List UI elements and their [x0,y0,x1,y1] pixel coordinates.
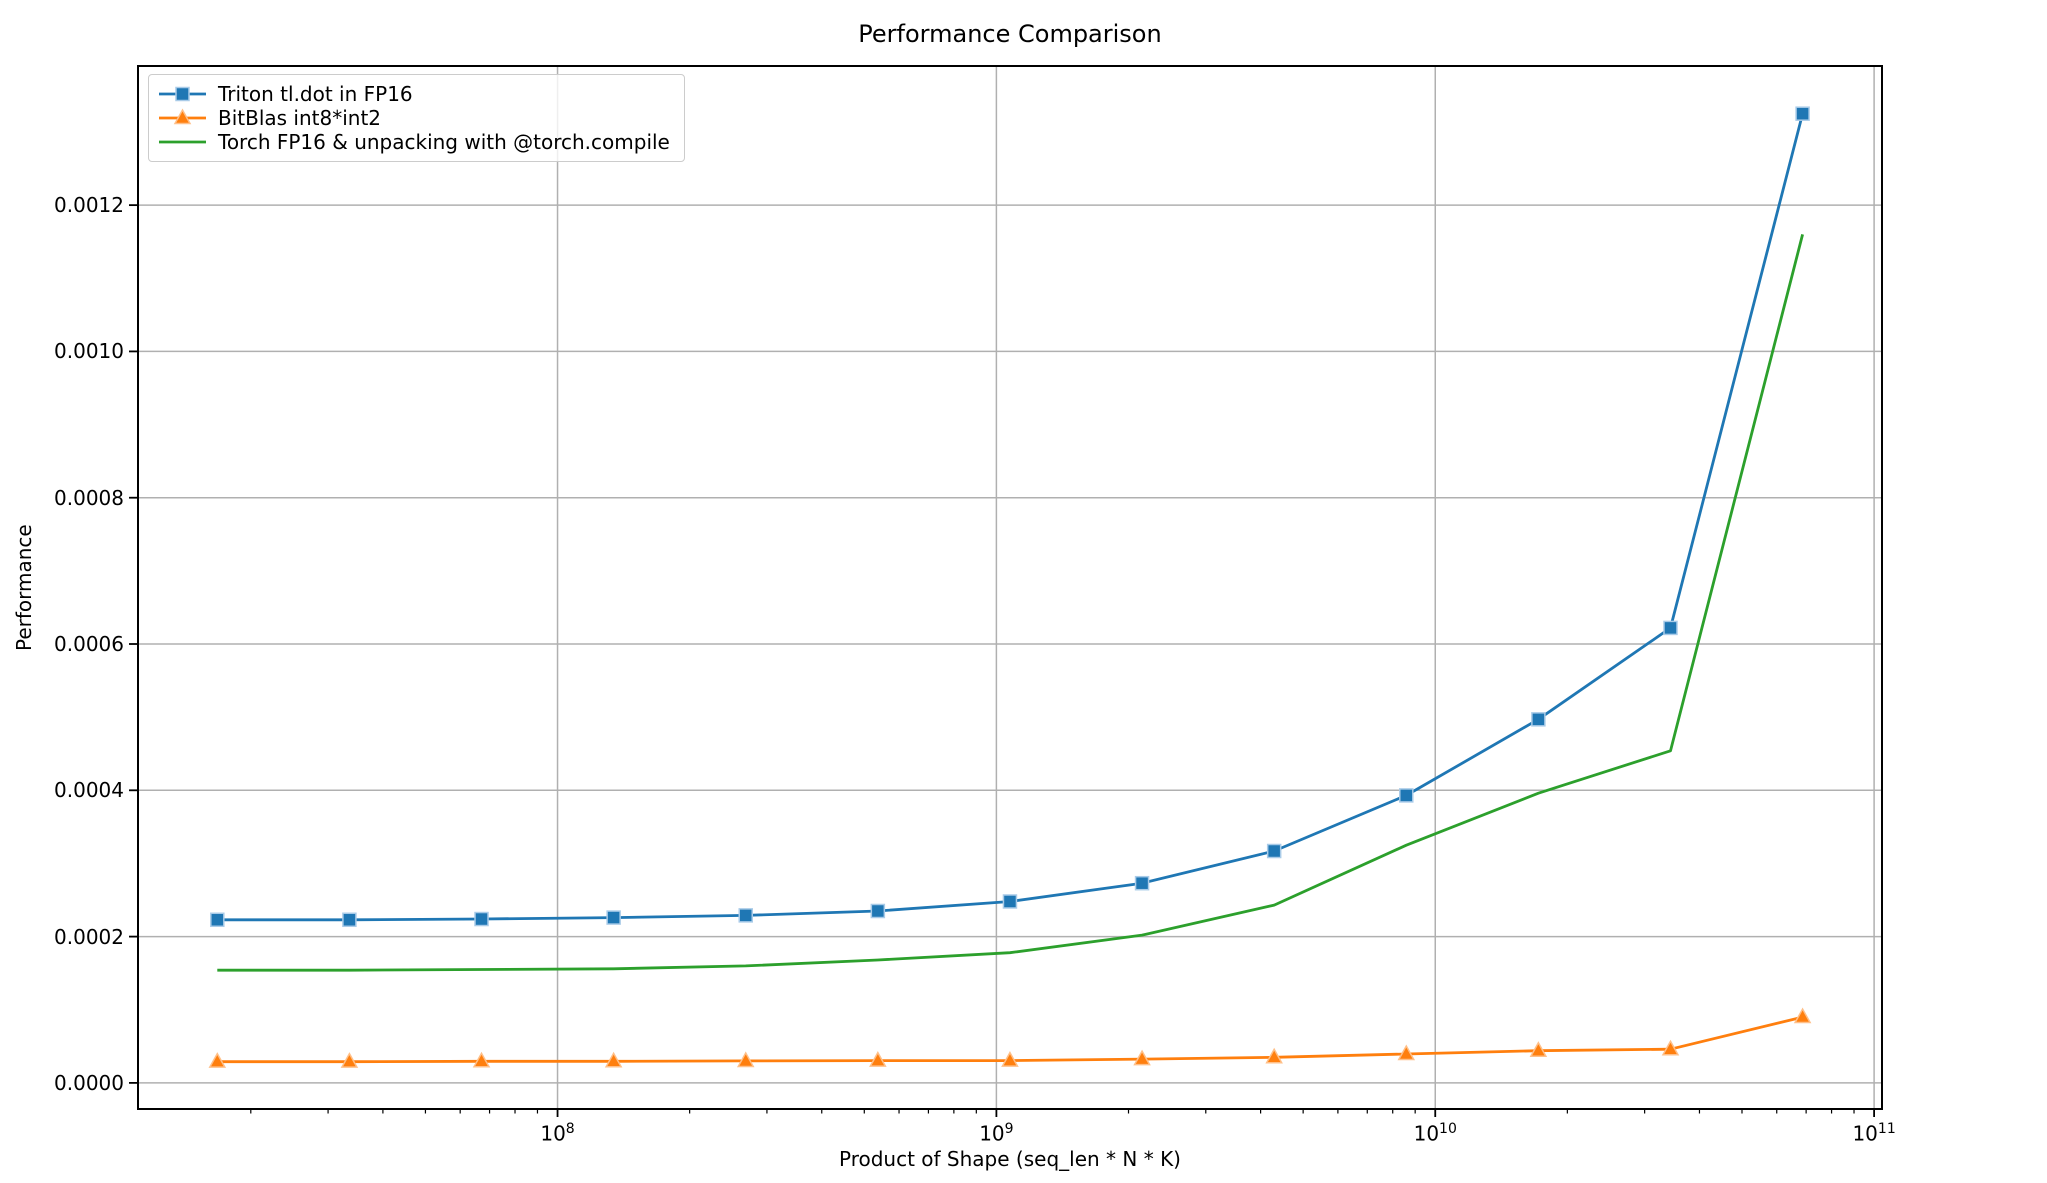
data-point-marker [340,1052,359,1068]
series-1 [208,1007,1812,1068]
data-point-marker [1266,843,1282,859]
data-point-marker [474,911,489,927]
legend-item: BitBlas int8*int2 [159,106,670,130]
series-line [217,234,1804,972]
data-point-marker [1002,894,1018,909]
x-tick-label: 1010 [1413,1121,1457,1146]
series-2 [217,234,1804,972]
x-tick-label: 1011 [1852,1121,1896,1146]
data-point-marker [738,908,753,923]
data-point-marker [1793,1007,1812,1024]
axes-spines [137,65,1883,1110]
legend-item: Triton tl.dot in FP16 [159,82,670,106]
data-point-marker [1001,1051,1019,1067]
x-tick-label: 108 [540,1121,575,1146]
data-point-marker [342,912,357,928]
data-point-marker [1399,788,1414,803]
legend-item-label: BitBlas int8*int2 [218,106,382,130]
y-tick-label: 0.0012 [54,193,124,218]
data-point-marker [604,1051,623,1068]
data-point-marker [1134,875,1150,891]
data-point-marker [606,910,621,925]
x-tick-label: 109 [979,1121,1014,1146]
data-point-marker [1661,1039,1680,1056]
legend-sample-square-icon [159,86,206,102]
legend-sample-line-icon [159,140,206,144]
y-tick-label: 0.0008 [54,485,124,510]
y-tick-label: 0.0006 [54,632,124,656]
data-point-marker [869,1051,887,1067]
data-point-marker [736,1051,755,1068]
legend: Triton tl.dot in FP16 BitBlas int8*int2 To… [148,74,685,162]
data-point-marker [1663,620,1678,636]
data-point-marker [1133,1049,1151,1066]
y-axis-label: Performance [12,524,36,651]
chart-title: Performance Comparison [858,20,1162,48]
y-tick-label: 0.0004 [54,778,124,803]
x-axis-label: Product of Shape (seq_len * N * K) [839,1147,1181,1171]
y-tick-label: 0.0002 [54,924,124,949]
data-point-marker [1529,1041,1548,1057]
data-point-marker [472,1051,491,1068]
data-point-marker [173,108,192,125]
y-tick-label: 0.0000 [54,1070,124,1095]
legend-items: Triton tl.dot in FP16 BitBlas int8*int2 To… [159,82,670,154]
legend-item-label: Torch FP16 & unpacking with @torch.compi… [218,130,670,154]
data-point-marker [175,86,190,102]
y-tick-label: 0.0010 [54,339,124,364]
data-point-marker [208,1052,227,1068]
data-point-marker [1397,1044,1416,1061]
series-0 [210,106,1810,928]
data-point-marker [1265,1047,1283,1064]
legend-sample-triangle-icon [159,108,206,125]
series-line [217,113,1804,922]
data-point-marker [210,912,225,928]
data-point-marker [870,903,886,919]
data-point-marker [1531,712,1546,727]
data-point-marker [1795,106,1810,121]
legend-item-label: Triton tl.dot in FP16 [218,82,413,106]
legend-item: Torch FP16 & unpacking with @torch.compi… [159,130,670,154]
